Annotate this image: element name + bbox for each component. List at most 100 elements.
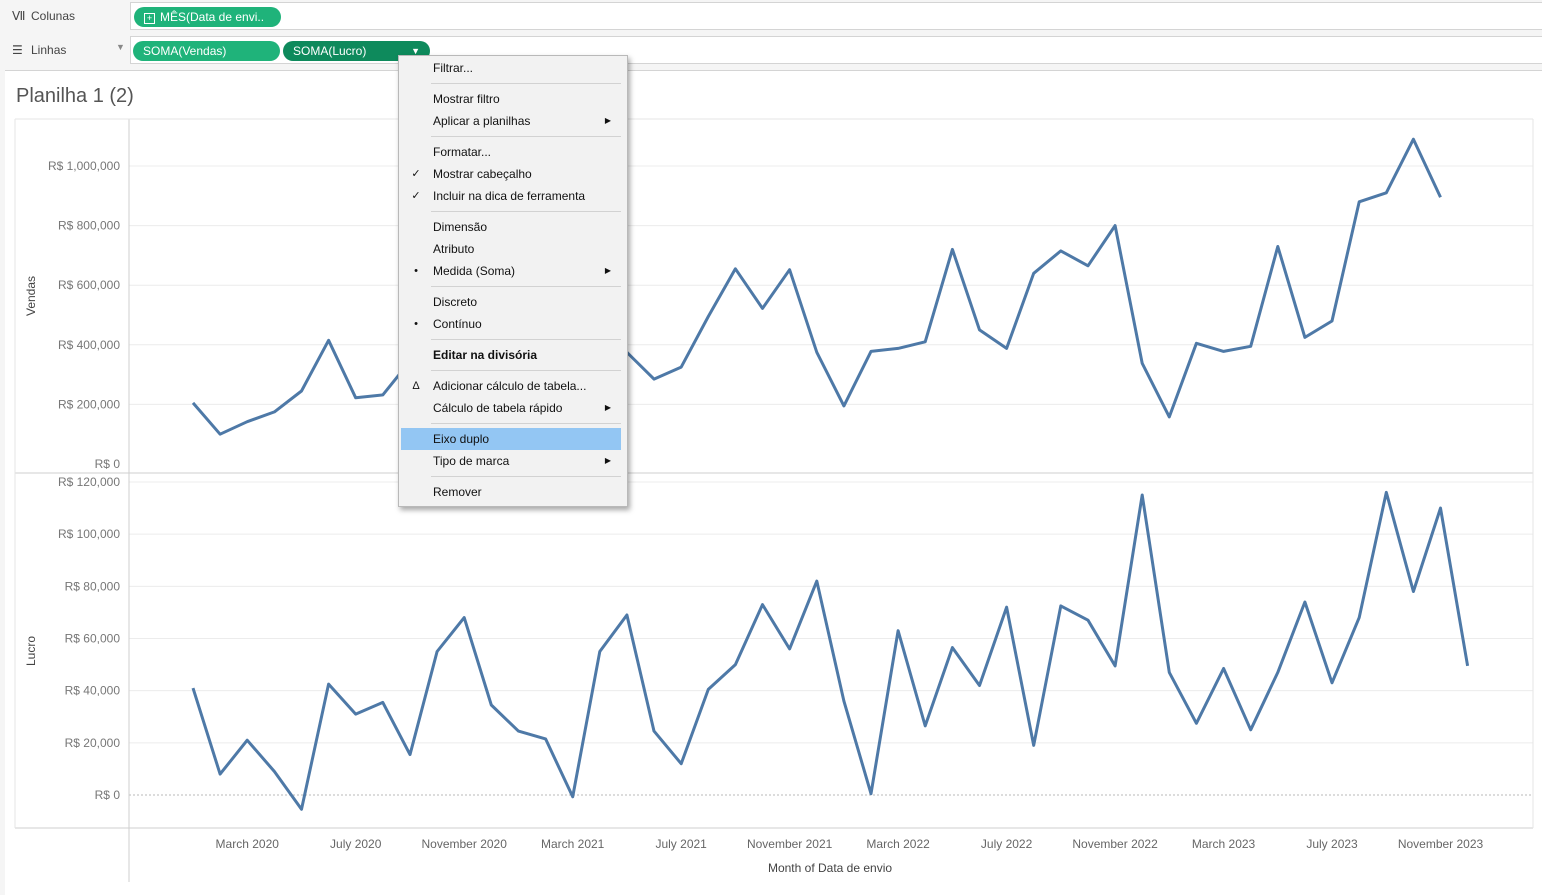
sum-profit-pill[interactable]: SOMA(Lucro) ▼ bbox=[283, 41, 430, 61]
menu-separator bbox=[431, 286, 621, 287]
y-tick-label: R$ 0 bbox=[95, 788, 121, 802]
lucro-axis-title: Lucro bbox=[24, 636, 38, 666]
menu-item-label: Filtrar... bbox=[433, 61, 474, 75]
menu-item-label: Atributo bbox=[433, 242, 475, 256]
menu-item-label: Remover bbox=[433, 485, 482, 499]
chart-frame bbox=[14, 118, 1534, 882]
bullet-icon: • bbox=[414, 318, 418, 330]
pill-context-menu: Filtrar... Mostrar filtro Aplicar a planil… bbox=[398, 55, 628, 507]
y-tick-label: R$ 80,000 bbox=[65, 579, 121, 593]
x-tick-label: March 2021 bbox=[541, 837, 605, 851]
menu-item-format[interactable]: Formatar... bbox=[401, 141, 621, 163]
x-tick-label: March 2023 bbox=[1192, 837, 1256, 851]
menu-item-label: Medida (Soma) bbox=[433, 264, 516, 278]
lucro-series-line[interactable] bbox=[191, 490, 1470, 811]
menu-item-show-header[interactable]: ✓ Mostrar cabeçalho bbox=[401, 163, 621, 185]
menu-item-continuous[interactable]: • Contínuo bbox=[401, 313, 621, 335]
x-tick-label: July 2023 bbox=[1306, 837, 1358, 851]
y-tick-label: R$ 20,000 bbox=[65, 736, 121, 750]
axis-labels: R$ 0 R$ 200,000 R$ 400,000 R$ 600,000 R$ 800… bbox=[24, 159, 1484, 875]
menu-item-add-table-calculation[interactable]: Δ Adicionar cálculo de tabela... bbox=[401, 375, 621, 397]
menu-item-include-in-tooltip[interactable]: ✓ Incluir na dica de ferramenta bbox=[401, 185, 621, 207]
menu-item-edit-in-shelf[interactable]: Editar na divisória bbox=[401, 344, 621, 366]
menu-separator bbox=[431, 423, 621, 424]
menu-separator bbox=[431, 136, 621, 137]
vendas-series-line[interactable] bbox=[191, 137, 1442, 436]
submenu-arrow-icon: ▶ bbox=[604, 266, 611, 275]
y-tick-label: R$ 40,000 bbox=[65, 684, 121, 698]
menu-item-quick-table-calculation[interactable]: Cálculo de tabela rápido ▶ bbox=[401, 397, 621, 419]
menu-item-label: Mostrar cabeçalho bbox=[433, 167, 532, 181]
menu-item-label: Mostrar filtro bbox=[433, 92, 500, 106]
menu-item-label: Dimensão bbox=[433, 220, 488, 234]
submenu-arrow-icon: ▶ bbox=[604, 403, 611, 412]
expand-plus-icon[interactable]: + bbox=[144, 13, 155, 24]
y-tick-label: R$ 120,000 bbox=[58, 475, 120, 489]
rows-dropdown-icon[interactable]: ▼ bbox=[116, 42, 125, 52]
series-lines[interactable] bbox=[191, 137, 1470, 811]
menu-item-apply-to-worksheets[interactable]: Aplicar a planilhas ▶ bbox=[401, 110, 621, 132]
columns-icon: Ⅶ bbox=[12, 9, 26, 23]
rows-drop-area[interactable]: SOMA(Vendas) SOMA(Lucro) ▼ bbox=[131, 36, 1542, 64]
y-tick-label: R$ 60,000 bbox=[65, 632, 121, 646]
delta-icon: Δ bbox=[412, 380, 420, 392]
columns-label-text: Colunas bbox=[31, 9, 76, 23]
check-icon: ✓ bbox=[411, 190, 421, 202]
menu-item-label: Formatar... bbox=[433, 145, 492, 159]
y-tick-label: R$ 0 bbox=[95, 457, 121, 471]
menu-separator bbox=[431, 211, 621, 212]
x-tick-label: November 2020 bbox=[422, 837, 508, 851]
submenu-arrow-icon: ▶ bbox=[604, 456, 611, 465]
menu-separator bbox=[431, 370, 621, 371]
rows-label-text: Linhas bbox=[31, 43, 67, 57]
columns-shelf-label: Ⅶ Colunas bbox=[0, 2, 131, 30]
menu-separator bbox=[431, 83, 621, 84]
month-date-pill[interactable]: + MÊS(Data de envi.. bbox=[134, 7, 281, 27]
sum-profit-pill-label: SOMA(Lucro) bbox=[293, 44, 367, 58]
menu-item-dimension[interactable]: Dimensão bbox=[401, 216, 621, 238]
menu-item-label: Aplicar a planilhas bbox=[433, 114, 531, 128]
menu-item-measure-sum[interactable]: • Medida (Soma) ▶ bbox=[401, 260, 621, 282]
y-tick-label: R$ 400,000 bbox=[58, 338, 120, 352]
menu-item-attribute[interactable]: Atributo bbox=[401, 238, 621, 260]
y-tick-label: R$ 1,000,000 bbox=[48, 159, 120, 173]
menu-item-filter[interactable]: Filtrar... bbox=[401, 57, 621, 79]
menu-item-label: Adicionar cálculo de tabela... bbox=[433, 379, 587, 393]
x-tick-label: November 2021 bbox=[747, 837, 833, 851]
vendas-axis-title: Vendas bbox=[24, 276, 38, 316]
menu-item-discrete[interactable]: Discreto bbox=[401, 291, 621, 313]
menu-item-dual-axis[interactable]: Eixo duplo bbox=[401, 428, 621, 450]
sheet-title: Planilha 1 (2) bbox=[16, 85, 134, 107]
menu-separator bbox=[431, 476, 621, 477]
menu-item-label: Cálculo de tabela rápido bbox=[433, 401, 563, 415]
columns-drop-area[interactable]: + MÊS(Data de envi.. bbox=[131, 2, 1542, 30]
menu-item-label: Eixo duplo bbox=[433, 432, 490, 446]
menu-item-remove[interactable]: Remover bbox=[401, 481, 621, 503]
x-tick-label: July 2020 bbox=[330, 837, 382, 851]
menu-item-label: Discreto bbox=[433, 295, 478, 309]
menu-item-show-filter[interactable]: Mostrar filtro bbox=[401, 88, 621, 110]
x-tick-label: March 2022 bbox=[866, 837, 930, 851]
y-tick-label: R$ 100,000 bbox=[58, 527, 120, 541]
x-tick-label: March 2020 bbox=[216, 837, 280, 851]
menu-item-label: Tipo de marca bbox=[433, 454, 510, 468]
x-axis-title: Month of Data de envio bbox=[768, 861, 892, 875]
month-date-pill-label: MÊS(Data de envi.. bbox=[160, 10, 265, 24]
menu-item-label: Contínuo bbox=[433, 317, 482, 331]
rows-shelf: ☰ Linhas ▼ SOMA(Vendas) SOMA(Lucro) ▼ bbox=[0, 36, 1542, 64]
y-tick-label: R$ 600,000 bbox=[58, 278, 120, 292]
menu-item-mark-type[interactable]: Tipo de marca ▶ bbox=[401, 450, 621, 472]
check-icon: ✓ bbox=[411, 168, 421, 180]
sum-sales-pill[interactable]: SOMA(Vendas) bbox=[133, 41, 280, 61]
pill-dropdown-icon[interactable]: ▼ bbox=[411, 46, 420, 56]
rows-icon: ☰ bbox=[12, 43, 23, 57]
menu-separator bbox=[431, 339, 621, 340]
bullet-icon: • bbox=[414, 265, 418, 277]
columns-shelf: Ⅶ Colunas + MÊS(Data de envi.. bbox=[0, 2, 1542, 30]
x-tick-label: November 2023 bbox=[1398, 837, 1484, 851]
x-tick-label: July 2021 bbox=[655, 837, 707, 851]
menu-item-label: Incluir na dica de ferramenta bbox=[433, 189, 586, 203]
x-tick-label: July 2022 bbox=[981, 837, 1033, 851]
y-tick-label: R$ 200,000 bbox=[58, 397, 120, 411]
